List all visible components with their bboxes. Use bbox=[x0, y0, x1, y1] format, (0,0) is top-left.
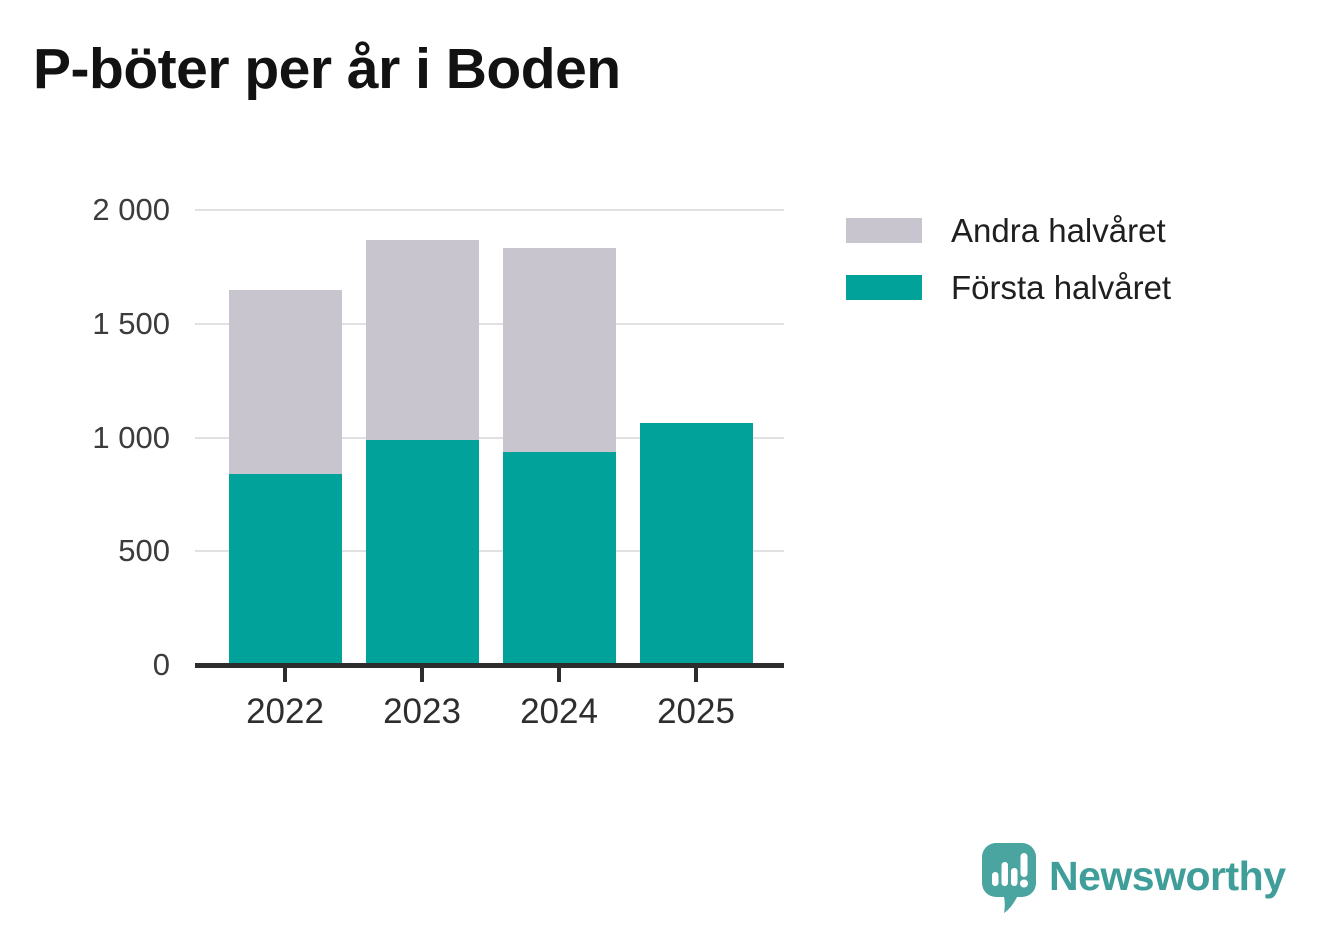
bar-2022-första-halvåret bbox=[228, 473, 342, 665]
newsworthy-wordmark: Newsworthy bbox=[1049, 853, 1286, 899]
y-axis-tick-label: 500 bbox=[118, 533, 170, 569]
x-axis-line bbox=[195, 663, 784, 668]
legend-swatch-forsta-halvaret bbox=[846, 275, 922, 300]
x-axis-tick-label-2023: 2023 bbox=[383, 692, 461, 731]
x-axis-tick-2023 bbox=[420, 668, 424, 682]
bar-2022-andra-halvåret bbox=[228, 289, 342, 474]
x-axis-tick-label-2024: 2024 bbox=[520, 692, 598, 731]
legend-swatch-andra-halvaret bbox=[846, 218, 922, 243]
x-axis-tick-2025 bbox=[694, 668, 698, 682]
bar-2024-första-halvåret bbox=[502, 452, 616, 665]
bar-2023-första-halvåret bbox=[365, 439, 479, 665]
x-axis-tick-2024 bbox=[557, 668, 561, 682]
newsworthy-logo: Newsworthy bbox=[980, 841, 1286, 927]
chart-title: P-böter per år i Boden bbox=[33, 37, 621, 101]
gridline-y-500 bbox=[195, 550, 784, 553]
y-axis-tick-label: 1 500 bbox=[92, 305, 170, 341]
legend-item-forsta-halvaret: Första halvåret bbox=[846, 269, 1171, 306]
legend-label: Andra halvåret bbox=[951, 211, 1166, 249]
gridline-y-1000 bbox=[195, 436, 784, 439]
gridline-y-2000 bbox=[195, 209, 784, 211]
bar-2023-andra-halvåret bbox=[365, 239, 479, 440]
legend-label: Första halvåret bbox=[951, 268, 1172, 306]
gridline-y-1500 bbox=[195, 322, 784, 325]
x-axis-tick-2022 bbox=[283, 668, 287, 682]
legend: Andra halvåret Första halvåret bbox=[846, 212, 1171, 332]
newsworthy-bubble-icon bbox=[982, 843, 1036, 913]
legend-item-andra-halvaret: Andra halvåret bbox=[846, 212, 1171, 249]
y-axis-tick-label: 0 bbox=[152, 647, 170, 682]
bar-2024-andra-halvåret bbox=[502, 247, 616, 453]
x-axis-tick-label-2025: 2025 bbox=[657, 692, 735, 731]
y-axis-tick-label: 1 000 bbox=[92, 419, 170, 455]
bar-2025-första-halvåret bbox=[639, 422, 753, 665]
y-axis-tick-label: 2 000 bbox=[92, 192, 170, 227]
x-axis-tick-label-2022: 2022 bbox=[246, 692, 324, 731]
